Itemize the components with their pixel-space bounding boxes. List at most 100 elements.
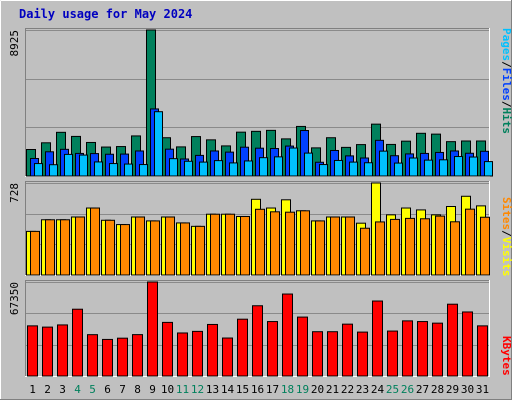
bar-sites-day-28: [435, 215, 445, 276]
bar-kbytes-day-27: [417, 321, 428, 377]
x-tick-label-day-28: 28: [431, 383, 444, 396]
legend-top: Pages/Files/Hits: [500, 28, 512, 134]
bars: [27, 281, 488, 377]
x-tick-label-day-30: 30: [461, 383, 474, 396]
x-tick-label-day-19: 19: [296, 383, 309, 396]
bar-kbytes-day-10: [162, 321, 173, 377]
bar-sites-day-20: [315, 220, 325, 276]
legend-item: /: [500, 230, 512, 237]
bar-sites-day-11: [180, 222, 190, 276]
bar-pages-day-6: [109, 163, 118, 177]
x-tick-label-day-16: 16: [251, 383, 264, 396]
bar-sites-day-15: [240, 215, 250, 276]
bar-pages-day-23: [364, 162, 373, 177]
bar-sites-day-29: [450, 221, 460, 276]
bar-kbytes-day-31: [477, 325, 488, 377]
x-tick-label-day-23: 23: [356, 383, 369, 396]
legend-item: Sites: [500, 197, 512, 230]
x-tick-label-day-24: 24: [371, 383, 385, 396]
bar-kbytes-day-4: [72, 308, 83, 377]
bar-pages-day-1: [34, 163, 43, 177]
x-tick-label-day-6: 6: [104, 383, 111, 396]
bar-kbytes-day-11: [177, 332, 188, 377]
x-tick-label-day-18: 18: [281, 383, 294, 396]
bar-sites-day-4: [75, 216, 85, 276]
bar-kbytes-day-24: [372, 300, 383, 377]
bar-pages-day-10: [169, 158, 178, 177]
bar-pages-day-9: [154, 111, 163, 177]
y-max-label: 67350: [8, 282, 21, 315]
bar-sites-day-9: [150, 220, 160, 276]
bar-kbytes-day-5: [87, 334, 98, 377]
bar-kbytes-day-2: [42, 326, 53, 377]
bar-pages-day-30: [469, 156, 478, 177]
bar-kbytes-day-22: [342, 323, 353, 377]
x-tick-label-day-11: 11: [176, 383, 189, 396]
bar-kbytes-day-26: [402, 320, 413, 377]
legend-item: KBytes: [500, 336, 512, 376]
bar-kbytes-day-13: [207, 323, 218, 377]
x-tick-label-day-8: 8: [134, 383, 141, 396]
legend-item: /: [500, 61, 512, 68]
bar-sites-day-5: [90, 207, 100, 276]
bar-sites-day-8: [135, 216, 145, 276]
bar-sites-day-31: [480, 216, 490, 276]
x-tick-label-day-22: 22: [341, 383, 354, 396]
bar-sites-day-26: [405, 217, 415, 276]
bar-pages-day-27: [424, 159, 433, 177]
bar-sites-day-7: [120, 224, 130, 276]
bar-sites-day-19: [300, 210, 310, 276]
x-tick-label-day-13: 13: [206, 383, 219, 396]
bar-pages-day-13: [214, 160, 223, 177]
legend-item: Files: [500, 68, 512, 101]
x-tick-label-day-31: 31: [476, 383, 489, 396]
legend-middle: Sites/Visits: [500, 197, 512, 277]
bar-sites-day-12: [195, 225, 205, 276]
legend-item: Hits: [500, 108, 512, 135]
panel-middle: 728: [8, 181, 490, 276]
x-tick-label-day-15: 15: [236, 383, 249, 396]
bars: [26, 29, 493, 177]
bar-kbytes-day-9: [147, 281, 158, 377]
bar-pages-day-24: [379, 150, 388, 177]
bar-kbytes-day-7: [117, 337, 128, 377]
x-tick-label-day-14: 14: [221, 383, 235, 396]
bar-pages-day-29: [454, 156, 463, 177]
x-tick-label-day-5: 5: [89, 383, 96, 396]
bar-kbytes-day-30: [462, 311, 473, 377]
x-tick-label-day-17: 17: [266, 383, 279, 396]
bar-kbytes-day-29: [447, 303, 458, 377]
x-tick-label-day-12: 12: [191, 383, 204, 396]
bar-pages-day-17: [274, 156, 283, 177]
bar-kbytes-day-6: [102, 338, 113, 377]
bar-pages-day-31: [484, 161, 493, 177]
x-tick-label-day-1: 1: [29, 383, 36, 396]
x-tick-label-day-21: 21: [326, 383, 339, 396]
bar-sites-day-25: [390, 218, 400, 276]
bar-pages-day-25: [394, 162, 403, 177]
bar-kbytes-day-23: [357, 331, 368, 377]
x-tick-label-day-26: 26: [401, 383, 414, 396]
x-tick-label-day-10: 10: [161, 383, 174, 396]
x-tick-label-day-4: 4: [74, 383, 81, 396]
bar-kbytes-day-15: [237, 318, 248, 377]
panel-bottom: 67350: [8, 280, 490, 377]
bar-sites-day-27: [420, 218, 430, 276]
bar-kbytes-day-25: [387, 330, 398, 377]
bar-kbytes-day-8: [132, 334, 143, 377]
bar-kbytes-day-12: [192, 330, 203, 377]
bar-sites-day-18: [285, 211, 295, 276]
y-max-label: 8925: [8, 30, 21, 57]
bar-sites-day-23: [360, 227, 370, 276]
bar-sites-day-10: [165, 216, 175, 276]
bar-kbytes-day-20: [312, 331, 323, 377]
bar-pages-day-19: [304, 152, 313, 177]
bar-pages-day-2: [49, 164, 58, 177]
bar-sites-day-21: [330, 216, 340, 276]
legend-item: Visits: [500, 237, 512, 277]
x-tick-label-day-27: 27: [416, 383, 429, 396]
bar-sites-day-22: [345, 216, 355, 276]
bar-pages-day-18: [289, 147, 298, 177]
x-tick-label-day-9: 9: [149, 383, 156, 396]
